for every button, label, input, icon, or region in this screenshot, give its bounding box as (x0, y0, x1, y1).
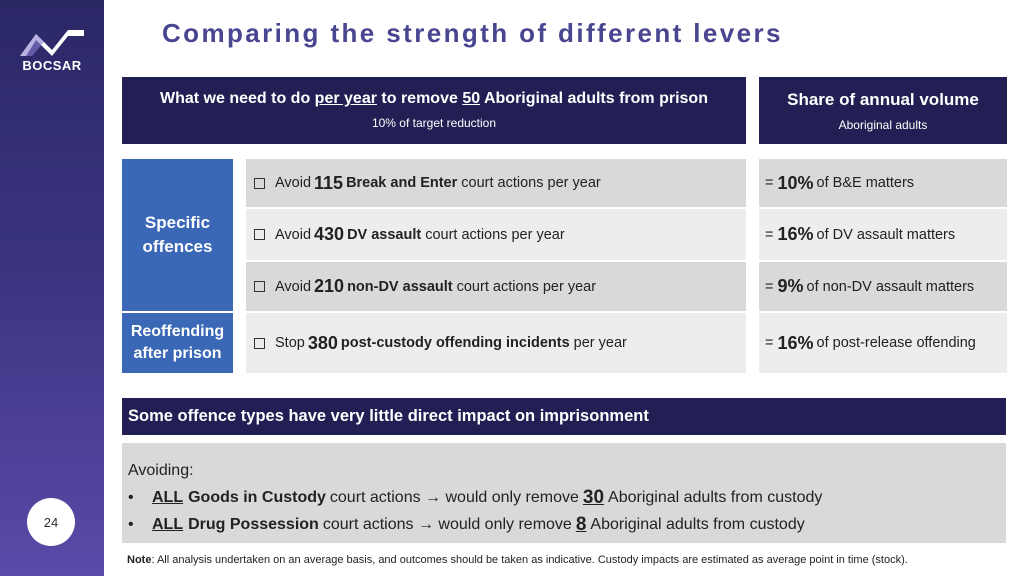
share-row: = 9% of non-DV assault matters (759, 262, 1007, 311)
lever-row: Avoid 210 non-DV assault court actions per … (246, 262, 746, 311)
share-row: = 16% of post-release offending (759, 313, 1007, 373)
header-left-subtitle: 10% of target reduction (371, 116, 497, 130)
avoiding-intro: Avoiding: (128, 461, 194, 479)
checkbox-icon (254, 229, 265, 240)
footnote: Note: All analysis undertaken on an aver… (127, 554, 908, 566)
avoiding-box: Avoiding: • ALL Goods in Custody court act… (122, 443, 1006, 543)
header-left-title: What we need to do per year to remove 50… (160, 90, 708, 107)
lever-row: Avoid 115 Break and Enter court actions per… (246, 159, 746, 207)
lever-row: Avoid 430 DV assault court actions per year (246, 209, 746, 260)
sidebar: BOCSAR 24 (0, 0, 104, 576)
page-title: Comparing the strength of different leve… (162, 18, 783, 48)
lever-row: Stop 380 post-custody offending incidents p… (246, 313, 746, 373)
checkbox-icon (254, 281, 265, 292)
header-left: What we need to do per year to remove 50… (122, 77, 746, 144)
brand-name: BOCSAR (22, 58, 82, 73)
list-item: • ALL Goods in Custody court actions → wou… (128, 486, 823, 508)
share-row: = 10% of B&E matters (759, 159, 1007, 207)
page-number: 24 (27, 498, 75, 546)
checkbox-icon (254, 177, 265, 189)
category-specific-offences: Specific offences (122, 159, 233, 311)
checkbox-icon (254, 337, 265, 349)
bocsar-logo-icon (20, 30, 84, 56)
header-right-subtitle: Aboriginal adults (838, 118, 928, 132)
category-reoffending: Reoffending after prison (122, 313, 233, 373)
header-right-title: Share of annual volume (787, 90, 979, 109)
share-row: = 16% of DV assault matters (759, 209, 1007, 260)
impact-banner: Some offence types have very little dire… (122, 398, 1006, 435)
list-item: • ALL Drug Possession court actions → woul… (128, 513, 805, 535)
header-right: Share of annual volume Aboriginal adults (759, 77, 1007, 144)
